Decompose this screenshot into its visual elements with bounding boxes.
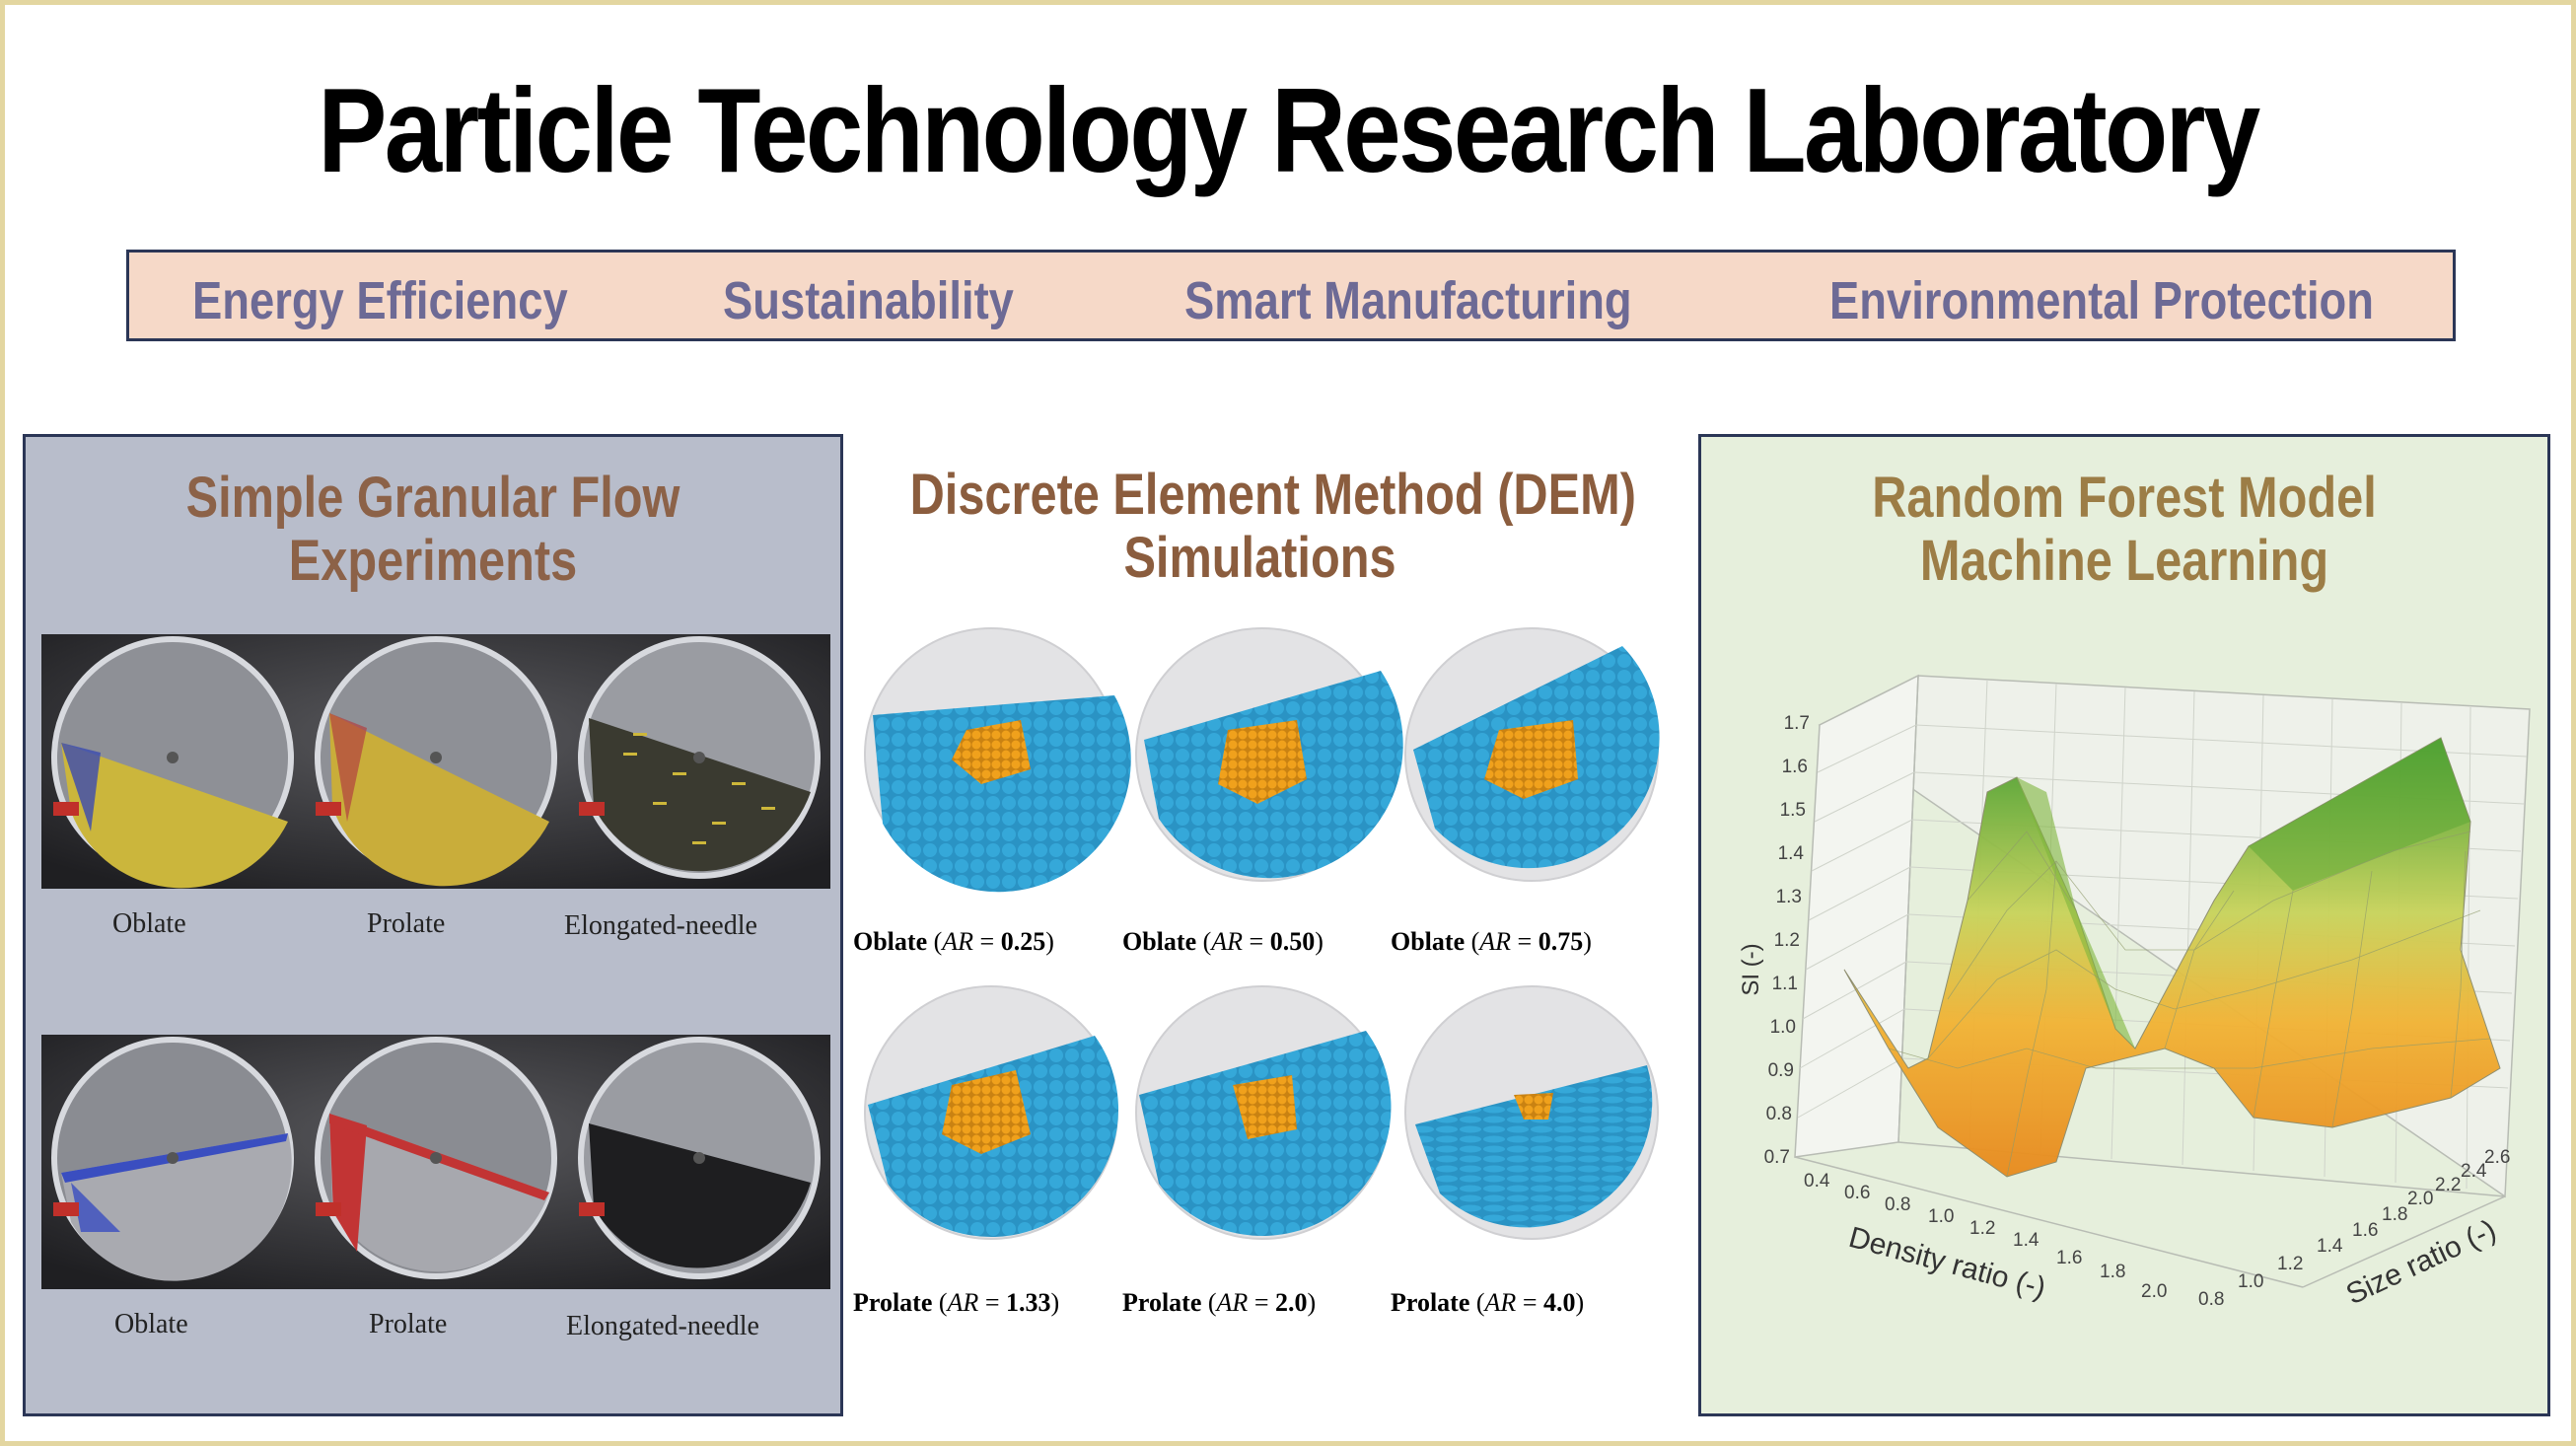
dem-simulation-grid: [864, 627, 1660, 1240]
experiment-caption-needle: Elongated-needle: [564, 910, 757, 941]
ml-panel: Random Forest Model Machine Learning: [1698, 434, 2550, 1416]
ml-surface-plot: 0.7 0.8 0.9 1.0 1.1 1.2 1.3 1.4 1.5 1.6 …: [1738, 674, 2531, 1311]
y-tick-label: 1.0: [2238, 1271, 2263, 1292]
x-tick-label: 1.2: [1969, 1218, 1995, 1239]
z-axis-label: SI (-): [1738, 943, 1764, 995]
experiment-caption-needle-2: Elongated-needle: [566, 1311, 759, 1341]
x-tick-label: 0.8: [1885, 1194, 1910, 1215]
z-tick-label: 0.8: [1766, 1104, 1792, 1124]
dem-panel: Discrete Element Method (DEM) Simulation…: [843, 434, 1677, 1416]
experiments-title-line2: Experiments: [288, 529, 578, 593]
ml-title: Random Forest Model Machine Learning: [1769, 467, 2480, 593]
dem-drum-oblate-025: [864, 627, 1131, 893]
experiments-title: Simple Granular Flow Experiments: [91, 467, 775, 593]
experiment-caption-prolate: Prolate: [367, 908, 446, 939]
drum-prolate-yellow: [315, 636, 557, 887]
experiments-panel: Simple Granular Flow Experiments: [23, 434, 843, 1416]
y-tick-label: 1.4: [2317, 1236, 2343, 1257]
ml-title-line1: Random Forest Model: [1872, 466, 2377, 530]
dem-drum-oblate-050: [1135, 627, 1403, 882]
theme-smart-manufacturing: Smart Manufacturing: [1184, 271, 1632, 330]
z-tick-label: 1.4: [1778, 843, 1805, 864]
x-tick-label: 1.8: [2100, 1262, 2125, 1282]
dem-title: Discrete Element Method (DEM) Simulation…: [909, 463, 1636, 590]
dem-caption-4: Prolate (AR = 1.33): [853, 1288, 1060, 1317]
experiment-drums-colored: [41, 634, 830, 889]
z-tick-label: 1.7: [1784, 713, 1810, 734]
dem-drum-oblate-075: [1404, 627, 1660, 882]
y-tick-label: 1.6: [2352, 1220, 2378, 1241]
experiment-caption-oblate-2: Oblate: [114, 1309, 188, 1339]
theme-sustainability: Sustainability: [723, 271, 1014, 330]
y-tick-label: 1.8: [2382, 1204, 2407, 1225]
z-tick-label: 1.5: [1780, 800, 1806, 821]
y-tick-label: 2.2: [2435, 1175, 2461, 1195]
dem-caption-6: Prolate (AR = 4.0): [1391, 1288, 1585, 1317]
theme-banner: Energy Efficiency Sustainability Smart M…: [126, 250, 2456, 341]
ml-title-line2: Machine Learning: [1919, 529, 2329, 593]
z-tick-label: 0.7: [1764, 1147, 1790, 1168]
theme-environmental-protection: Environmental Protection: [1829, 271, 2374, 330]
z-axis-ticks: 0.7 0.8 0.9 1.0 1.1 1.2 1.3 1.4 1.5 1.6 …: [1764, 713, 1810, 1168]
z-tick-label: 1.3: [1776, 887, 1802, 907]
y-tick-label: 2.6: [2484, 1147, 2510, 1168]
x-tick-label: 2.0: [2141, 1281, 2167, 1302]
z-tick-label: 1.1: [1772, 974, 1798, 994]
dem-caption-1: Oblate (AR = 0.25): [853, 927, 1054, 956]
dem-drum-prolate-20: [1135, 985, 1392, 1240]
drum-oblate-blue: [51, 1037, 294, 1281]
dem-title-line2: Simulations: [1123, 526, 1396, 590]
x-axis-ticks: 0.4 0.6 0.8 1.0 1.2 1.4 1.6 1.8 2.0: [1804, 1171, 2167, 1302]
experiment-photo-row1: [41, 634, 830, 889]
x-tick-label: 1.4: [2013, 1230, 2039, 1251]
x-tick-label: 0.6: [1844, 1183, 1870, 1203]
drum-oblate-yellow: [51, 636, 294, 889]
dem-drum-prolate-133: [864, 985, 1119, 1240]
dem-caption-3: Oblate (AR = 0.75): [1391, 927, 1592, 956]
experiment-caption-oblate: Oblate: [112, 908, 186, 939]
y-tick-label: 0.8: [2198, 1289, 2224, 1310]
si-surface: [1843, 737, 2501, 1178]
y-axis-ticks: 0.8 1.0 1.2 1.4 1.6 1.8 2.0 2.2 2.4 2.6: [2198, 1147, 2510, 1310]
drum-needle-yellow: [578, 636, 821, 879]
z-tick-label: 1.0: [1770, 1017, 1796, 1038]
dem-caption-2: Oblate (AR = 0.50): [1122, 927, 1324, 956]
z-tick-label: 1.2: [1774, 930, 1800, 951]
page-title: Particle Technology Research Laboratory: [318, 63, 2260, 197]
x-tick-label: 1.6: [2056, 1248, 2082, 1268]
drum-needle-black: [578, 1037, 821, 1279]
experiment-drums-plain: [41, 1035, 830, 1289]
dem-drum-prolate-40: [1404, 985, 1659, 1240]
z-tick-label: 0.9: [1768, 1060, 1794, 1081]
y-tick-label: 1.2: [2277, 1254, 2303, 1274]
experiment-photo-row2: [41, 1035, 830, 1289]
x-tick-label: 1.0: [1928, 1206, 1954, 1227]
theme-energy-efficiency: Energy Efficiency: [192, 271, 568, 330]
experiments-title-line1: Simple Granular Flow: [185, 466, 680, 530]
y-tick-label: 2.0: [2407, 1189, 2433, 1209]
experiment-caption-prolate-2: Prolate: [369, 1309, 448, 1339]
x-tick-label: 0.4: [1804, 1171, 1830, 1192]
dem-title-line1: Discrete Element Method (DEM): [909, 463, 1636, 527]
drum-prolate-red: [315, 1037, 557, 1279]
z-tick-label: 1.6: [1782, 757, 1808, 777]
dem-caption-5: Prolate (AR = 2.0): [1122, 1288, 1317, 1317]
y-tick-label: 2.4: [2461, 1161, 2487, 1182]
